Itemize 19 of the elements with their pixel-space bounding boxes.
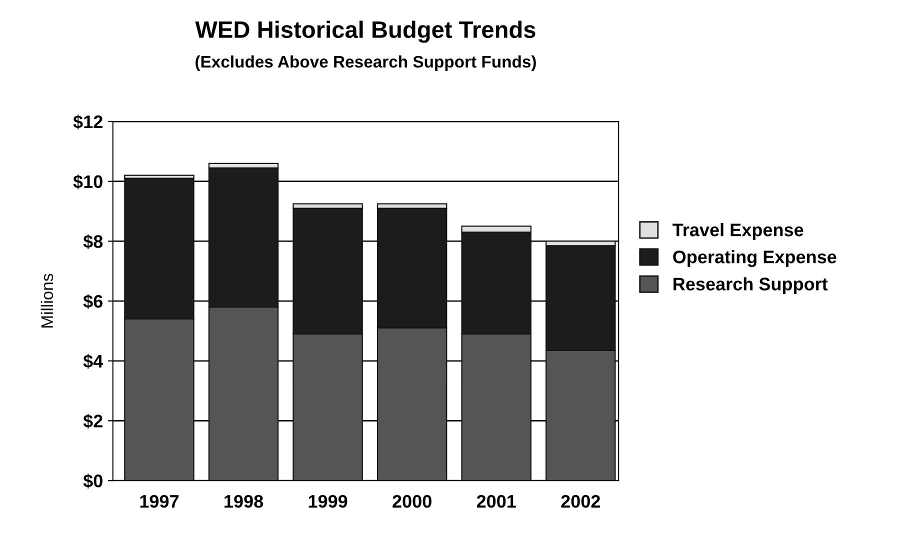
y-tick-label: $6 xyxy=(83,294,102,309)
x-tick-label: 2000 xyxy=(392,494,432,508)
chart-subtitle: (Excludes Above Research Support Funds) xyxy=(196,55,536,71)
y-tick-label: $12 xyxy=(73,114,102,130)
chart-title: WED Historical Budget Trends xyxy=(195,20,536,43)
x-tick-label: 2002 xyxy=(561,494,600,508)
y-tick-label: $8 xyxy=(83,234,103,250)
x-tick-label: 1999 xyxy=(308,494,348,508)
y-tick-label: $2 xyxy=(83,414,102,429)
legend-label: Research Support xyxy=(674,277,828,294)
x-tick-label: 2001 xyxy=(476,494,516,508)
y-tick-label: $10 xyxy=(73,174,102,190)
x-tick-label: 1998 xyxy=(224,494,264,508)
y-axis-title: Millions xyxy=(40,274,54,328)
x-tick-label: 1997 xyxy=(140,494,179,508)
legend-label: Travel Expense xyxy=(672,223,804,240)
y-tick-label: $0 xyxy=(83,474,102,488)
legend-label: Operating Expense xyxy=(673,250,836,268)
y-tick-label: $4 xyxy=(83,354,104,369)
